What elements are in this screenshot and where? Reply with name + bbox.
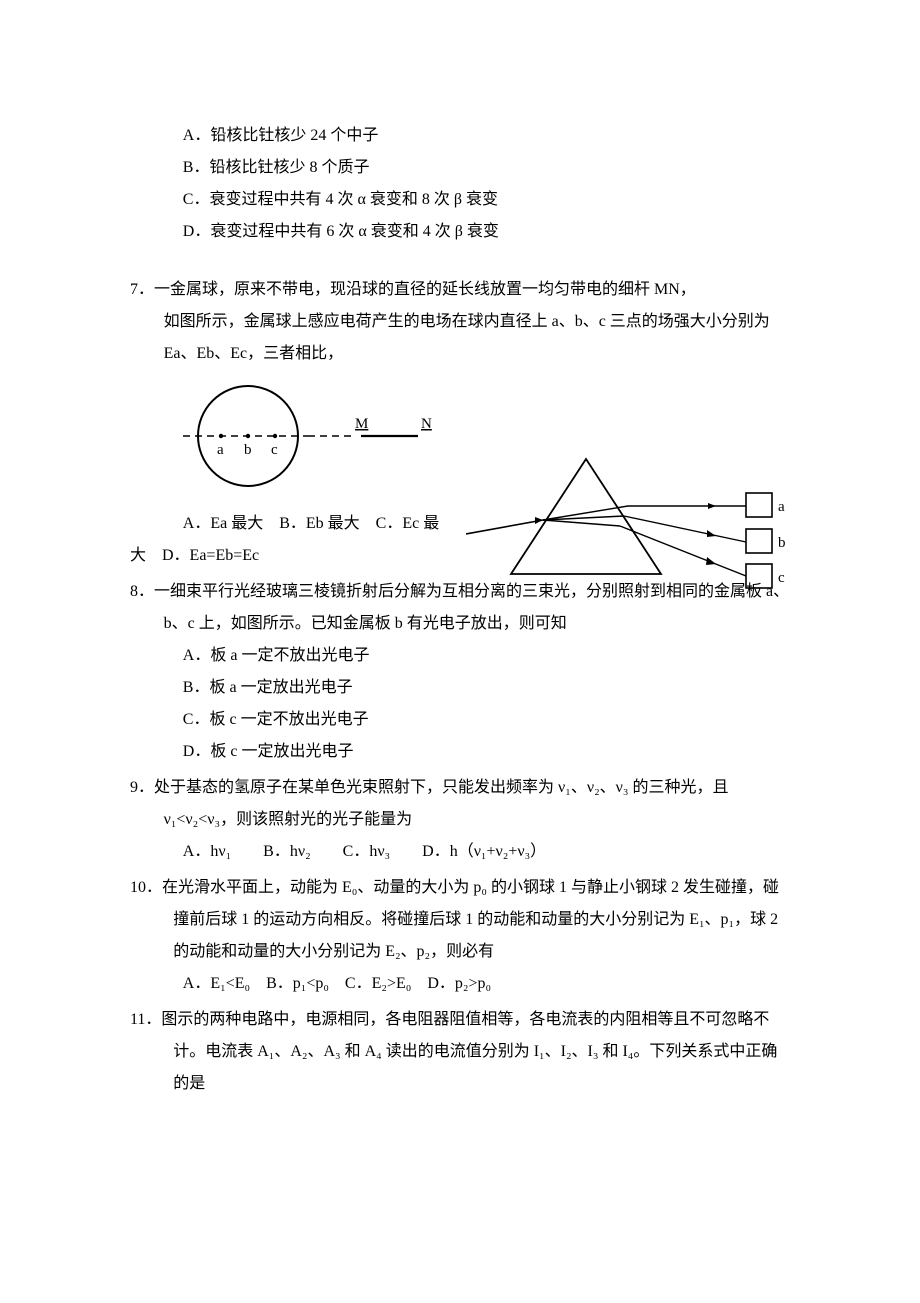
q7-stem-line1: 7．一金属球，原来不带电，现沿球的直径的延长线放置一均匀带电的细杆 MN，: [130, 274, 790, 306]
q7-stem-line2: 如图所示，金属球上感应电荷产生的电场在球内直径上 a、b、c 三点的场强大小分别…: [130, 306, 790, 370]
sphere-rod-diagram: a b c M N: [183, 376, 483, 496]
q8-stem: 8．一细束平行光经玻璃三棱镜折射后分解为互相分离的三束光，分别照射到相同的金属板…: [130, 576, 790, 640]
plate-b-label: b: [778, 535, 786, 551]
label-b: b: [244, 442, 252, 458]
q7-number: 7．: [130, 281, 154, 298]
q6-options: A．铅核比钍核少 24 个中子 B．铅核比钍核少 8 个质子 C．衰变过程中共有…: [130, 120, 790, 248]
q10-stem-text: 在光滑水平面上，动能为 E₀、动量的大小为 p₀ 的小钢球 1 与静止小钢球 2…: [162, 879, 779, 960]
label-N: N: [421, 416, 432, 432]
q10-stem: 10．在光滑水平面上，动能为 E₀、动量的大小为 p₀ 的小钢球 1 与静止小钢…: [130, 872, 790, 968]
q10-number: 10．: [130, 879, 162, 896]
q9-stem-text: 处于基态的氢原子在某单色光束照射下，只能发出频率为 ν₁、ν₂、ν₃ 的三种光，…: [154, 779, 728, 828]
plate-a-label: a: [778, 499, 785, 515]
label-c: c: [271, 442, 278, 458]
q11-stem: 11．图示的两种电路中，电源相同，各电阻器阻值相等，各电流表的内阻相等且不可忽略…: [130, 1004, 790, 1100]
q6-opt-b: B．铅核比钍核少 8 个质子: [183, 152, 790, 184]
q8-figure: a b c: [466, 444, 796, 594]
q8: 8．一细束平行光经玻璃三棱镜折射后分解为互相分离的三束光，分别照射到相同的金属板…: [130, 576, 790, 768]
q10: 10．在光滑水平面上，动能为 E₀、动量的大小为 p₀ 的小钢球 1 与静止小钢…: [130, 872, 790, 1000]
q9-opts: A．hν₁ B．hν₂ C．hν₃ D．h（ν₁+ν₂+ν₃）: [130, 836, 790, 868]
q8-stem-text: 一细束平行光经玻璃三棱镜折射后分解为互相分离的三束光，分别照射到相同的金属板 a…: [154, 583, 789, 632]
q7-stem1-text: 一金属球，原来不带电，现沿球的直径的延长线放置一均匀带电的细杆 MN，: [154, 281, 696, 298]
q9-number: 9．: [130, 779, 154, 796]
q11: 11．图示的两种电路中，电源相同，各电阻器阻值相等，各电流表的内阻相等且不可忽略…: [130, 1004, 790, 1100]
q6-opt-a: A．铅核比钍核少 24 个中子: [183, 120, 790, 152]
label-a: a: [217, 442, 224, 458]
label-M: M: [355, 416, 368, 432]
q8-opt-d: D．板 c 一定放出光电子: [130, 736, 790, 768]
q6-opt-c: C．衰变过程中共有 4 次 α 衰变和 8 次 β 衰变: [183, 184, 790, 216]
q6-opt-d: D．衰变过程中共有 6 次 α 衰变和 4 次 β 衰变: [183, 216, 790, 248]
exam-page: A．铅核比钍核少 24 个中子 B．铅核比钍核少 8 个质子 C．衰变过程中共有…: [0, 0, 920, 1303]
q10-opts: A．E₁<E₀ B．p₁<p₀ C．E₂>E₀ D．p₂>p₀: [130, 968, 790, 1000]
q8-opt-b: B．板 a 一定放出光电子: [130, 672, 790, 704]
q11-stem-text: 图示的两种电路中，电源相同，各电阻器阻值相等，各电流表的内阻相等且不可忽略不计。…: [161, 1011, 777, 1092]
q11-number: 11．: [130, 1011, 161, 1028]
q9-stem: 9．处于基态的氢原子在某单色光束照射下，只能发出频率为 ν₁、ν₂、ν₃ 的三种…: [130, 772, 790, 836]
q8-opt-a: A．板 a 一定不放出光电子: [130, 640, 790, 672]
q7: 7．一金属球，原来不带电，现沿球的直径的延长线放置一均匀带电的细杆 MN， 如图…: [130, 274, 790, 572]
q8-opt-c: C．板 c 一定不放出光电子: [130, 704, 790, 736]
q9: 9．处于基态的氢原子在某单色光束照射下，只能发出频率为 ν₁、ν₂、ν₃ 的三种…: [130, 772, 790, 868]
q8-number: 8．: [130, 583, 154, 600]
